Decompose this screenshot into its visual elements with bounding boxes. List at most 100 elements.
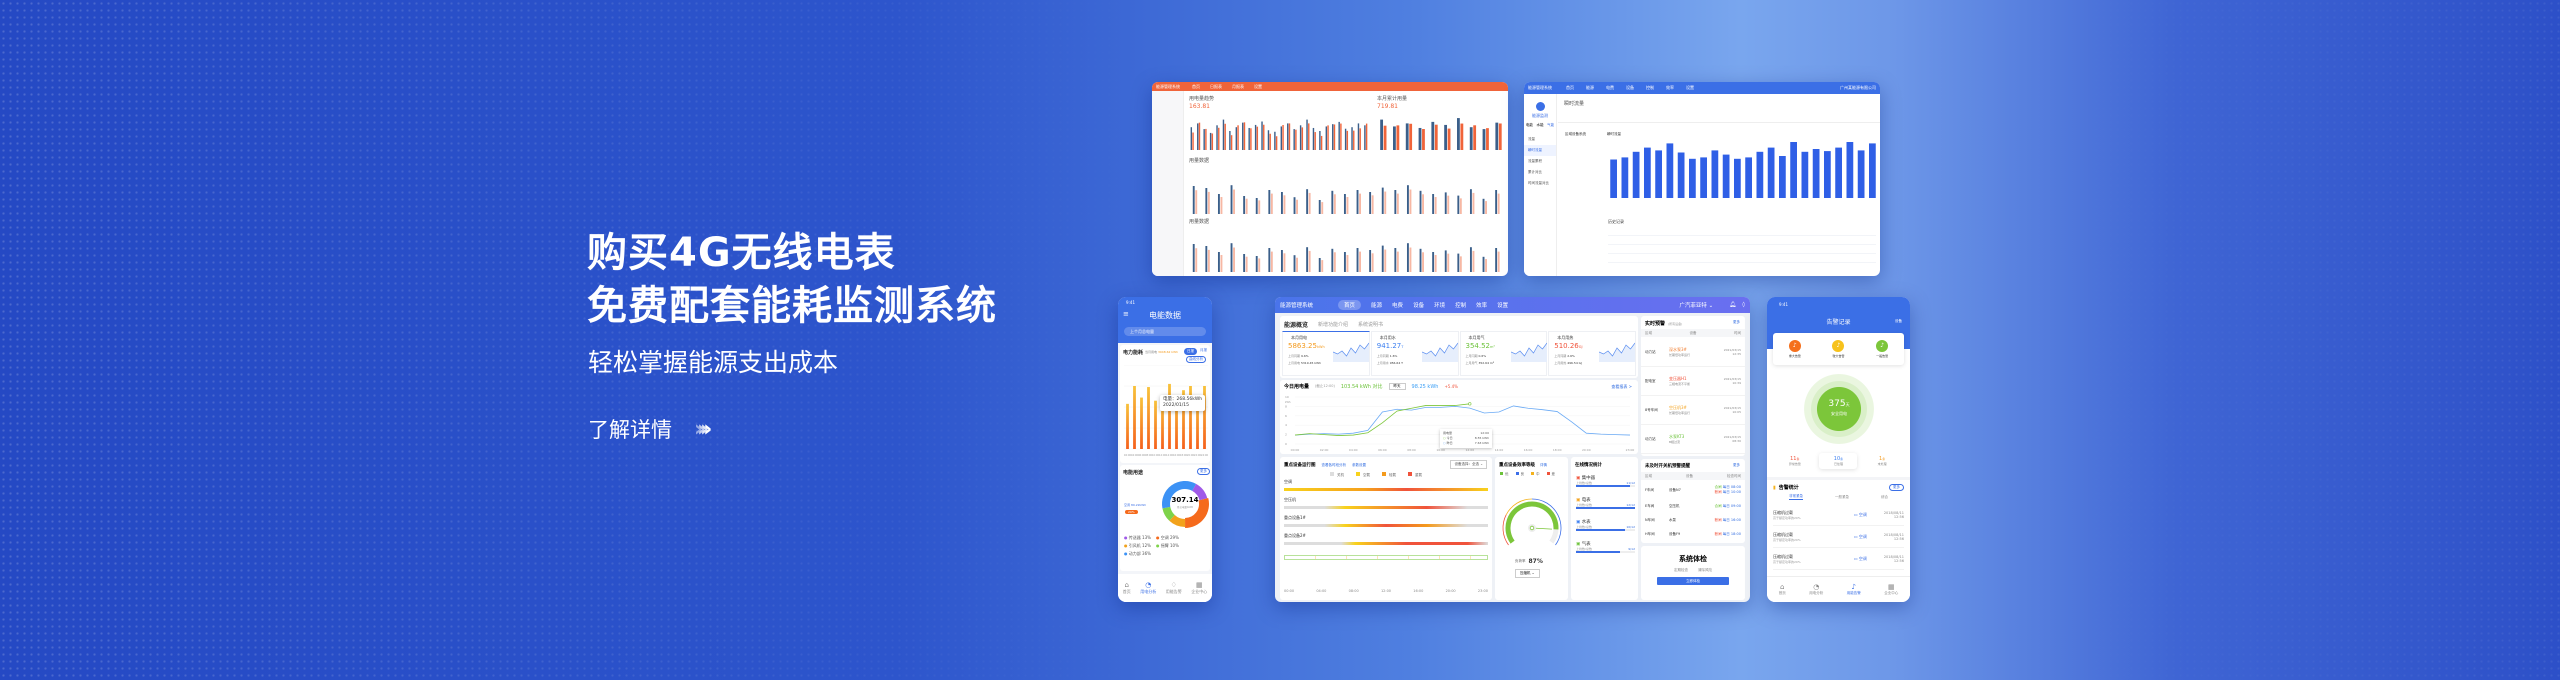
nav-tab[interactable]: 设备 [1626, 85, 1634, 90]
search-input[interactable]: 上个月总电量 [1124, 327, 1206, 336]
alarm-row[interactable]: 压缩机过载 高于额定功率的20% ▭ 空调 2018/08/11 12:56 [1773, 504, 1904, 526]
nav-tab-6[interactable]: 效率 [1476, 303, 1488, 309]
device-select[interactable]: 设备选择：全选 ⌄ [1450, 460, 1487, 469]
nav-tab[interactable]: 首页 [1192, 83, 1200, 89]
column-header: 设备 [1686, 473, 1693, 478]
screen-title: 告警记录 [1826, 319, 1851, 326]
alarm-level[interactable]: ♪ 较大告警 [1832, 340, 1845, 358]
nav-tab-0[interactable]: 首页 [1338, 300, 1362, 310]
bottom-tab[interactable]: ▦ 企业中心 [1191, 581, 1208, 594]
side-tab[interactable]: 电能 [1525, 123, 1533, 127]
run-bar [1284, 506, 1488, 509]
nav-tab[interactable]: 月报表 [1232, 83, 1244, 89]
bell-icon[interactable]: 🔔︎ [1729, 302, 1737, 308]
nav-tab[interactable]: 首页 [1566, 85, 1574, 90]
curve-analysis-button[interactable]: 曲线分析 [1186, 356, 1206, 363]
bar [1243, 122, 1246, 150]
overview-card[interactable]: 本月用气 354.52m³ 上月同期 0.6% 上月用气 352.64 m³ [1459, 331, 1548, 376]
details-link[interactable]: 详情 [1540, 462, 1547, 467]
alarm-row[interactable]: 压缩机过载 高于额定功率的20% ▭ 空调 2018/08/11 12:56 [1773, 526, 1904, 548]
switch-more-link[interactable]: 更多 [1733, 463, 1740, 467]
alert-row[interactable]: 配电室 变压器H1 三相电流不平衡 2021/03/15 10:39 [1641, 367, 1745, 396]
compare-select[interactable]: 昨天 [1388, 383, 1406, 390]
bottom-tab[interactable]: ♪ 用能告警 [1846, 583, 1861, 595]
company-select[interactable]: 广汽菲亚特 ⌄ [1679, 303, 1714, 309]
device-link[interactable]: 设备 [1895, 319, 1902, 323]
alarm-row[interactable]: 压缩机过载 高于额定功率的20% ▭ 空调 2018/08/11 12:56 [1773, 548, 1904, 570]
nav-tab-3[interactable]: 设备 [1413, 303, 1425, 309]
alarm-tab[interactable]: 一般紧急 [1835, 494, 1849, 499]
nav-tab-2[interactable]: 电费 [1392, 303, 1404, 309]
alert-row[interactable]: 8号车间 空压机3# 长期低功率运行 2021/03/15 10:05 [1641, 396, 1745, 425]
bar [1256, 126, 1259, 150]
period-analysis-link[interactable]: 查看各时段分析 [1321, 462, 1347, 467]
history-table [1608, 227, 1876, 271]
alert-row[interactable]: 动力站 水泵KT3 B相过流 2021/03/15 08:30 [1641, 425, 1745, 454]
more-button[interactable]: 更多 [1889, 484, 1904, 491]
side-item[interactable]: 流量 [1528, 137, 1535, 141]
bottom-tab[interactable]: ▦ 企业中心 [1884, 583, 1899, 595]
switch-row[interactable]: N车间 水泵 断闸 每日 16:00 [1645, 517, 1741, 522]
nav-tab-7[interactable]: 设置 [1497, 303, 1509, 309]
bar [1243, 196, 1246, 214]
nav-tab-1[interactable]: 能源 [1371, 303, 1383, 309]
stat-item[interactable]: 11条 异常告警 [1788, 456, 1801, 466]
alarm-tab[interactable]: 非常紧急 [1789, 494, 1803, 500]
side-tab[interactable]: 水能 [1536, 123, 1544, 127]
stat-item[interactable]: 10条 已处理 [1819, 453, 1857, 469]
tab-month[interactable]: 月报 [1200, 348, 1207, 352]
view-report-link[interactable]: 查看报表 > [1611, 384, 1632, 389]
alarm-level[interactable]: ♪ 一般告警 [1876, 340, 1889, 358]
nav-tab[interactable]: 设置 [1686, 85, 1694, 90]
side-item[interactable]: 时间流量对比 [1528, 181, 1549, 185]
menu-icon[interactable]: ≡ [1123, 310, 1129, 318]
nav-tab[interactable]: 设置 [1254, 83, 1262, 89]
side-item[interactable]: 流量累积 [1528, 159, 1542, 163]
nav-tab[interactable]: 电费 [1606, 85, 1614, 90]
bottom-tab[interactable]: ◔ 用电分析 [1140, 581, 1157, 594]
side-item[interactable]: 瞬时流量 [1524, 145, 1556, 156]
stat-item[interactable]: 1条 未处理 [1877, 456, 1887, 466]
overview-card[interactable]: 本月用水 941.27T 上月同期 1.6% 上月用水 956.64 T [1370, 331, 1459, 376]
learn-more-link[interactable]: 了解详情 › › › › [588, 414, 712, 444]
nav-tab-4[interactable]: 环境 [1434, 303, 1446, 309]
bar [1268, 190, 1271, 214]
bar [1218, 127, 1220, 150]
side-tab[interactable]: 气能 [1547, 123, 1555, 127]
bar [1381, 187, 1384, 214]
alerts-more-link[interactable]: 更多 [1733, 320, 1740, 324]
water-drop-icon[interactable]: ◊ [1742, 302, 1745, 308]
device-type-select[interactable]: 压缩机 ⌄ [1515, 569, 1540, 578]
checkup-button[interactable]: 立即体检 [1657, 577, 1729, 585]
nav-tab[interactable]: 效率 [1666, 85, 1674, 90]
nav-tab[interactable]: 日报表 [1210, 83, 1222, 89]
panel-title: 本月累计用量 [1377, 96, 1408, 102]
bottom-tab[interactable]: ♢ 用能告警 [1165, 581, 1182, 594]
switch-row[interactable]: F车间 设备N7 合闸 每日 08:00 断闸 每日 10:00 [1645, 485, 1741, 494]
alarm-tab[interactable]: 综合 [1881, 494, 1888, 499]
bottom-tab[interactable]: ⌂ 首页 [1778, 583, 1786, 595]
nav-tab-5[interactable]: 控制 [1455, 303, 1467, 309]
bar [1406, 185, 1409, 214]
alarm-level[interactable]: ♪ 重大告警 [1788, 340, 1801, 358]
bar [1383, 125, 1387, 150]
switch-row[interactable]: E车间 空压机 合闸 每日 09:00 [1645, 503, 1741, 508]
bottom-tab[interactable]: ◔ 用电分析 [1809, 583, 1824, 595]
nav-tab[interactable]: 控制 [1646, 85, 1654, 90]
manual-link[interactable]: 系统说明书 [1358, 322, 1384, 328]
more-button[interactable]: 更多 [1197, 468, 1210, 475]
bell-icon: ♢ [1170, 581, 1177, 589]
overview-card[interactable]: 本月用热 510.26GJ 上月同期 2.6% 上月用热 496.54 GJ [1548, 331, 1636, 376]
switch-row[interactable]: H车间 设备F9 断闸 每日 18:00 [1645, 531, 1741, 536]
side-item[interactable]: 累计对比 [1528, 170, 1542, 174]
overview-card[interactable]: 本月用电 5863.25kWh 上月同期 9.6% 上月用电 5319.45 kWh [1282, 331, 1370, 376]
param-settings-link[interactable]: 参数设置 [1352, 462, 1366, 467]
feature-intro-link[interactable]: 新增功能介绍 [1318, 322, 1349, 328]
bottom-tab[interactable]: ⌂ 首页 [1122, 581, 1131, 594]
nav-tab[interactable]: 能源 [1586, 85, 1594, 90]
bar [1369, 250, 1372, 272]
bar [1409, 247, 1412, 272]
tab-day[interactable]: 日报 [1184, 348, 1197, 355]
bar [1216, 125, 1218, 150]
alert-row[interactable]: 动力站 深水泵3# 长期低功率运行 2021/03/15 12:35 [1641, 338, 1745, 367]
